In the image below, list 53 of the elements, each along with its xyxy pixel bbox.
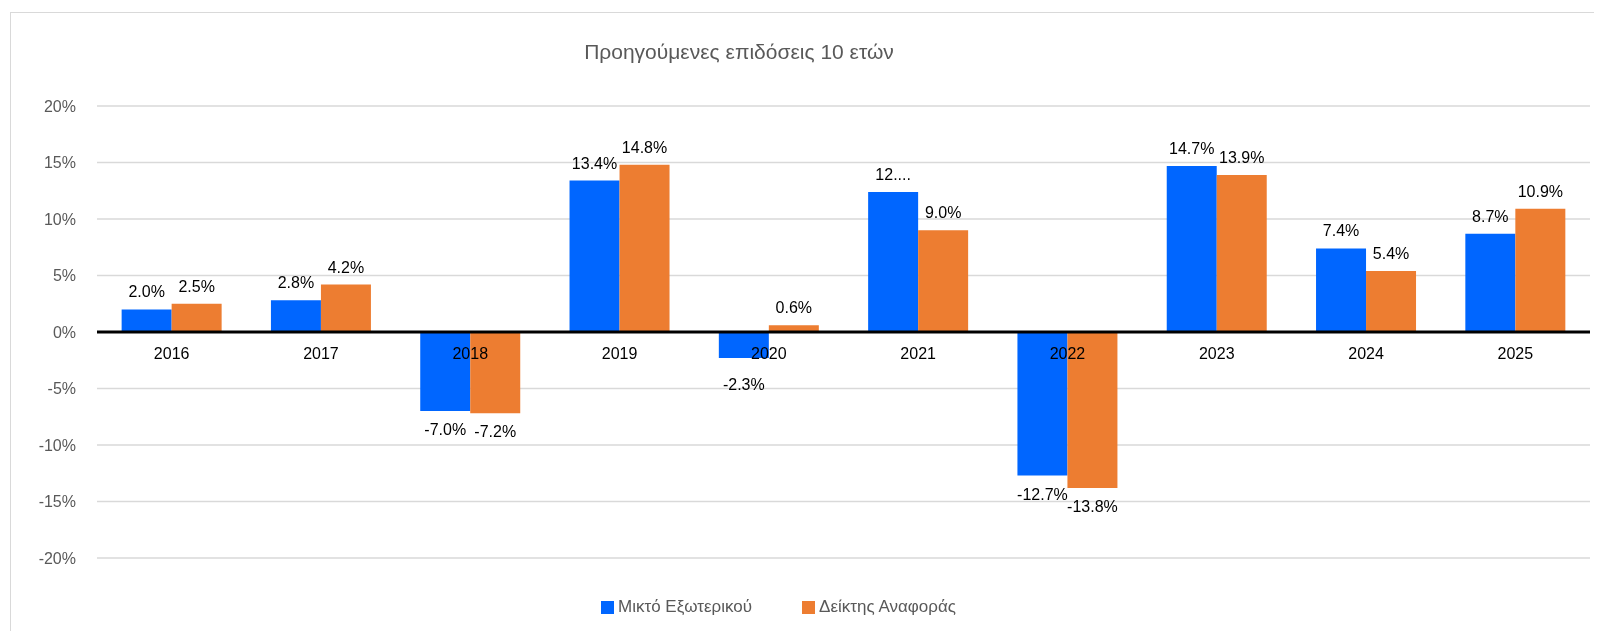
x-tick-label: 2021: [900, 345, 937, 362]
legend-label: Δείκτης Αναφοράς: [819, 597, 956, 616]
data-label: 2.8%: [277, 274, 315, 292]
data-label: 13.4%: [571, 154, 618, 172]
y-tick-label: -5%: [47, 380, 76, 398]
bar: [171, 303, 222, 332]
y-tick-label: 0%: [52, 323, 76, 341]
x-tick-label: 2025: [1497, 345, 1534, 362]
data-label: 0.6%: [775, 299, 813, 317]
data-label: 10.9%: [1517, 182, 1564, 200]
x-tick-label: 2017: [303, 345, 339, 362]
y-tick-label: -15%: [38, 493, 76, 511]
data-label: -2.3%: [722, 376, 765, 393]
bar: [868, 191, 919, 332]
y-tick-label: 10%: [43, 210, 76, 228]
x-tick-label: 2019: [601, 345, 638, 362]
data-label: 7.4%: [1322, 222, 1360, 240]
legend-label: Μικτό Εξωτερικού: [618, 597, 753, 616]
y-tick-label: -10%: [38, 436, 76, 454]
bar: [918, 230, 969, 332]
data-label: 14.8%: [621, 138, 668, 156]
data-label: 2.5%: [178, 277, 215, 295]
bar: [1216, 174, 1267, 332]
data-label: 4.2%: [327, 258, 365, 276]
data-label: 14.7%: [1169, 139, 1215, 157]
data-label: 12....: [875, 165, 911, 183]
bar: [1316, 248, 1367, 332]
bar: [1366, 270, 1417, 332]
data-label: -13.8%: [1067, 497, 1118, 515]
x-tick-label: 2024: [1348, 345, 1384, 362]
y-tick-label: 20%: [43, 97, 76, 115]
data-label: 8.7%: [1472, 207, 1509, 225]
data-label: 5.4%: [1372, 244, 1410, 262]
y-tick-label: 5%: [52, 267, 76, 285]
data-label: -7.2%: [474, 423, 517, 441]
bar: [619, 164, 670, 332]
bar: [270, 300, 321, 332]
data-label: -12.7%: [1017, 485, 1068, 503]
data-label: -7.0%: [424, 421, 467, 439]
data-label: 13.9%: [1219, 148, 1265, 166]
bar: [569, 180, 620, 332]
y-tick-label: 15%: [43, 154, 76, 172]
bar: [1515, 208, 1566, 332]
bar: [121, 309, 172, 332]
chart-title: Προηγούμενες επιδόσεις 10 ετών: [583, 40, 895, 64]
x-tick-label: 2016: [153, 345, 190, 362]
x-tick-label: 2023: [1198, 345, 1235, 362]
data-label: 9.0%: [924, 204, 962, 222]
bar: [1465, 233, 1516, 332]
bar: [320, 284, 371, 332]
y-tick-label: -20%: [38, 549, 76, 567]
bar: [1166, 165, 1217, 332]
data-label: 2.0%: [128, 283, 165, 301]
